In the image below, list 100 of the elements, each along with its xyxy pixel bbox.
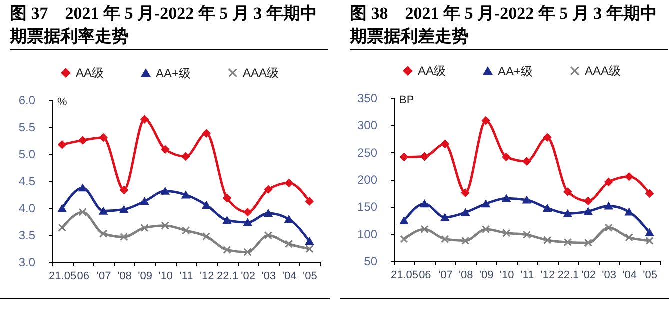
point [482, 200, 490, 208]
point [420, 225, 429, 234]
point [646, 236, 654, 245]
point [182, 152, 190, 161]
point [400, 153, 408, 162]
point [182, 226, 190, 235]
y-tick-label: 4.5 [18, 174, 36, 188]
point [306, 244, 314, 254]
x-tick-label: '12 [200, 270, 214, 282]
point [161, 188, 170, 195]
point [58, 224, 66, 232]
point [522, 230, 532, 240]
x-tick-label: '05 [643, 270, 658, 282]
point [543, 134, 552, 142]
point [502, 153, 511, 162]
x-tick-label: '09 [138, 270, 152, 282]
point [482, 225, 490, 234]
point [502, 194, 511, 202]
y-tick-label: 250 [357, 146, 378, 160]
x-tick-label: '05 [303, 270, 318, 282]
y-axis-title: % [58, 96, 68, 108]
y-tick-label: 300 [357, 118, 378, 133]
legend-label: AA+级 [498, 64, 534, 78]
point [58, 140, 66, 149]
y-tick-label: 100 [357, 227, 378, 242]
x-tick-label: '07 [96, 270, 112, 282]
y-tick-label: 5.5 [18, 120, 36, 134]
point [306, 238, 314, 246]
point [99, 134, 108, 142]
point [604, 178, 613, 186]
point [284, 240, 294, 248]
point [441, 235, 450, 244]
point [244, 208, 252, 216]
point [140, 115, 149, 124]
point [264, 186, 273, 194]
point [604, 224, 613, 232]
point [462, 188, 470, 198]
point [223, 216, 232, 224]
legend-label: AAA级 [243, 66, 280, 80]
x-tick-label: '08 [117, 270, 132, 282]
point [543, 204, 552, 212]
chart-title: 图 38 2021 年 5 月-2022 年 5 月 3 年期中期票据利差走势 [350, 2, 668, 50]
legend-label: AA+级 [156, 66, 192, 80]
x-tick-label: '10 [158, 270, 174, 282]
y-tick-label: 200 [357, 173, 378, 187]
point [584, 208, 592, 216]
point [420, 152, 429, 161]
point [202, 232, 211, 241]
point [502, 229, 511, 238]
x-tick-label: 22.1 [558, 270, 580, 282]
point [140, 224, 149, 232]
point [99, 230, 108, 238]
point [120, 186, 128, 194]
x-tick-label: '12 [540, 270, 556, 282]
x-tick-label: 06 [77, 270, 90, 282]
legend-label: AAA级 [585, 64, 622, 78]
x-tick-label: 21.05 [390, 270, 418, 282]
x-tick-label: 21.05 [49, 270, 77, 282]
point [78, 136, 88, 145]
point [462, 208, 470, 216]
point [244, 218, 252, 226]
point [646, 229, 654, 236]
y-tick-label: 50 [364, 254, 378, 268]
point [120, 206, 128, 214]
x-tick-label: '08 [458, 270, 474, 282]
point [564, 238, 572, 247]
point [140, 198, 149, 206]
point [161, 146, 170, 154]
point [604, 202, 613, 210]
point [99, 208, 108, 215]
point [625, 234, 634, 242]
x-tick-label: '07 [438, 270, 453, 282]
point [58, 204, 66, 212]
point [441, 140, 450, 148]
x-tick-label: '03 [602, 270, 617, 282]
chart-title: 图 37 2021 年 5 月-2022 年 5 月 3 年期中期票据利率走势 [10, 2, 328, 50]
y-tick-label: 3.0 [18, 256, 36, 270]
point [420, 200, 429, 208]
x-tick-label: 22.1 [217, 270, 238, 282]
point [284, 179, 294, 188]
x-tick-label: '11 [180, 270, 194, 282]
point [223, 246, 232, 254]
point [564, 210, 572, 218]
x-tick-label: '02 [582, 270, 596, 282]
point [522, 157, 532, 166]
point [441, 214, 450, 222]
point [120, 233, 128, 242]
point [625, 172, 634, 181]
point [482, 116, 490, 125]
y-tick-label: 4.0 [18, 202, 36, 216]
x-tick-label: '04 [282, 270, 297, 282]
legend-label: AA级 [418, 64, 446, 78]
point [244, 248, 252, 256]
point [400, 235, 408, 244]
legend-label: AA级 [76, 66, 104, 80]
point [182, 191, 190, 199]
y-tick-label: 350 [357, 92, 378, 106]
point [400, 217, 408, 224]
point [584, 238, 592, 248]
x-tick-label: '11 [520, 270, 534, 282]
